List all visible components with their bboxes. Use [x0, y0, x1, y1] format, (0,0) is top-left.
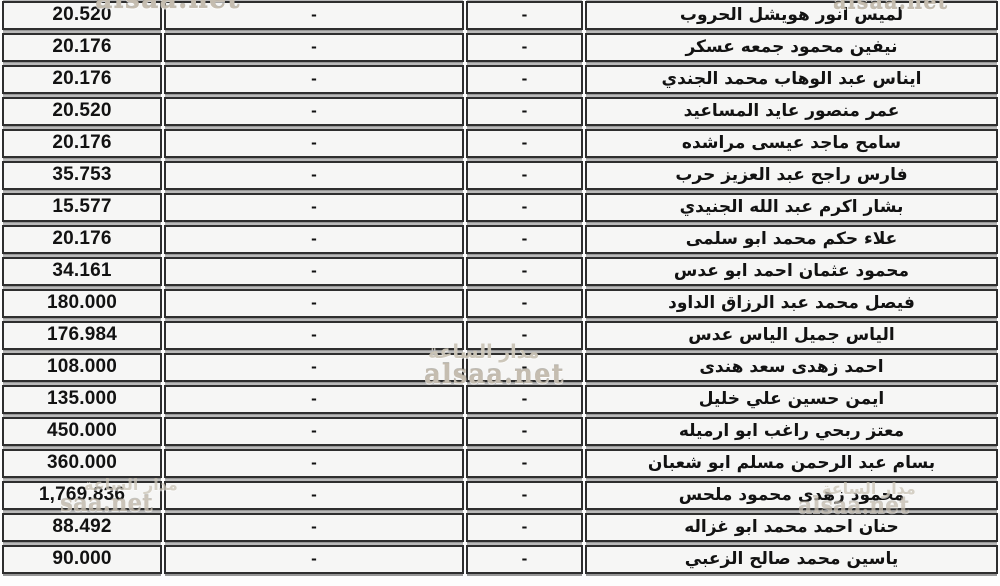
- dash-cell: -: [164, 289, 464, 318]
- table-row: 20.520- - لميس انور هويشل الحروب: [2, 1, 998, 30]
- dash-cell: -: [164, 225, 464, 254]
- dash-cell: -: [164, 193, 464, 222]
- name-cell: ايمن حسين علي خليل: [585, 385, 998, 414]
- dash-cell: -: [164, 1, 464, 30]
- amount-cell: 90.000: [2, 545, 162, 574]
- name-cell: علاء حكم محمد ابو سلمى: [585, 225, 998, 254]
- name-cell: فارس راجح عبد العزيز حرب: [585, 161, 998, 190]
- amount-cell: 176.984: [2, 321, 162, 350]
- dash-cell: -: [164, 257, 464, 286]
- dash-cell: -: [466, 33, 583, 62]
- amount-cell: 180.000: [2, 289, 162, 318]
- amount-cell: 15.577: [2, 193, 162, 222]
- dash-cell: -: [466, 417, 583, 446]
- table-row: 360.000- - بسام عبد الرحمن مسلم ابو شعبان: [2, 449, 998, 478]
- amount-cell: 35.753: [2, 161, 162, 190]
- table-row: 180.000- - فيصل محمد عبد الرزاق الداود: [2, 289, 998, 318]
- dash-cell: -: [164, 97, 464, 126]
- dash-cell: -: [466, 545, 583, 574]
- amount-cell: 450.000: [2, 417, 162, 446]
- name-cell: ياسين محمد صالح الزعبي: [585, 545, 998, 574]
- dash-cell: -: [466, 193, 583, 222]
- name-cell: محمود عثمان احمد ابو عدس: [585, 257, 998, 286]
- table-row: 1,769.836- - محمود زهدى محمود ملحس: [2, 481, 998, 510]
- table-row: 35.753- - فارس راجح عبد العزيز حرب: [2, 161, 998, 190]
- amount-cell: 20.176: [2, 65, 162, 94]
- name-cell: محمود زهدى محمود ملحس: [585, 481, 998, 510]
- table-row: 176.984- - الياس جميل الياس عدس: [2, 321, 998, 350]
- table-row: 20.176- - سامح ماجد عيسى مراشده: [2, 129, 998, 158]
- dash-cell: -: [164, 33, 464, 62]
- amount-cell: 135.000: [2, 385, 162, 414]
- amount-cell: 1,769.836: [2, 481, 162, 510]
- table-row: 450.000- - معتز ربحي راغب ابو ارميله: [2, 417, 998, 446]
- table-row: 135.000- - ايمن حسين علي خليل: [2, 385, 998, 414]
- name-cell: نيفين محمود جمعه عسكر: [585, 33, 998, 62]
- dash-cell: -: [164, 321, 464, 350]
- name-cell: حنان احمد محمد ابو غزاله: [585, 513, 998, 542]
- name-cell: الياس جميل الياس عدس: [585, 321, 998, 350]
- dash-cell: -: [164, 545, 464, 574]
- amount-cell: 20.176: [2, 33, 162, 62]
- name-cell: فيصل محمد عبد الرزاق الداود: [585, 289, 998, 318]
- table-row: 20.176- - علاء حكم محمد ابو سلمى: [2, 225, 998, 254]
- dash-cell: -: [466, 289, 583, 318]
- dash-cell: -: [164, 161, 464, 190]
- dash-cell: -: [466, 321, 583, 350]
- amount-cell: 108.000: [2, 353, 162, 382]
- table-row: 20.520- - عمر منصور عايد المساعيد: [2, 97, 998, 126]
- amount-cell: 20.520: [2, 1, 162, 30]
- amount-cell: 360.000: [2, 449, 162, 478]
- dash-cell: -: [466, 449, 583, 478]
- dash-cell: -: [164, 385, 464, 414]
- dash-cell: -: [164, 65, 464, 94]
- table-row: 34.161- - محمود عثمان احمد ابو عدس: [2, 257, 998, 286]
- dash-cell: -: [164, 129, 464, 158]
- amount-cell: 20.520: [2, 97, 162, 126]
- name-cell: سامح ماجد عيسى مراشده: [585, 129, 998, 158]
- dash-cell: -: [164, 353, 464, 382]
- table-row: 20.176- - ايناس عبد الوهاب محمد الجندي: [2, 65, 998, 94]
- amount-cell: 34.161: [2, 257, 162, 286]
- dash-cell: -: [466, 97, 583, 126]
- name-cell: بسام عبد الرحمن مسلم ابو شعبان: [585, 449, 998, 478]
- table-row: 108.000- - احمد زهدى سعد هندى: [2, 353, 998, 382]
- dash-cell: -: [466, 161, 583, 190]
- dash-cell: -: [466, 353, 583, 382]
- name-cell: معتز ربحي راغب ابو ارميله: [585, 417, 998, 446]
- dash-cell: -: [164, 481, 464, 510]
- name-cell: بشار اكرم عبد الله الجنيدي: [585, 193, 998, 222]
- name-cell: ايناس عبد الوهاب محمد الجندي: [585, 65, 998, 94]
- dash-cell: -: [466, 129, 583, 158]
- table-row: 20.176- - نيفين محمود جمعه عسكر: [2, 33, 998, 62]
- dash-cell: -: [466, 257, 583, 286]
- amount-cell: 20.176: [2, 129, 162, 158]
- dash-cell: -: [466, 385, 583, 414]
- name-cell: لميس انور هويشل الحروب: [585, 1, 998, 30]
- dash-cell: -: [466, 65, 583, 94]
- dash-cell: -: [466, 225, 583, 254]
- dash-cell: -: [164, 513, 464, 542]
- table-row: 15.577- - بشار اكرم عبد الله الجنيدي: [2, 193, 998, 222]
- name-cell: احمد زهدى سعد هندى: [585, 353, 998, 382]
- dash-cell: -: [164, 417, 464, 446]
- dash-cell: -: [466, 513, 583, 542]
- dash-cell: -: [164, 449, 464, 478]
- dash-cell: -: [466, 481, 583, 510]
- table-body: 20.520- - لميس انور هويشل الحروب 20.176- - ني…: [2, 1, 998, 574]
- table-row: 88.492- - حنان احمد محمد ابو غزاله: [2, 513, 998, 542]
- dash-cell: -: [466, 1, 583, 30]
- name-cell: عمر منصور عايد المساعيد: [585, 97, 998, 126]
- amount-cell: 20.176: [2, 225, 162, 254]
- table-row: 90.000- - ياسين محمد صالح الزعبي: [2, 545, 998, 574]
- amount-cell: 88.492: [2, 513, 162, 542]
